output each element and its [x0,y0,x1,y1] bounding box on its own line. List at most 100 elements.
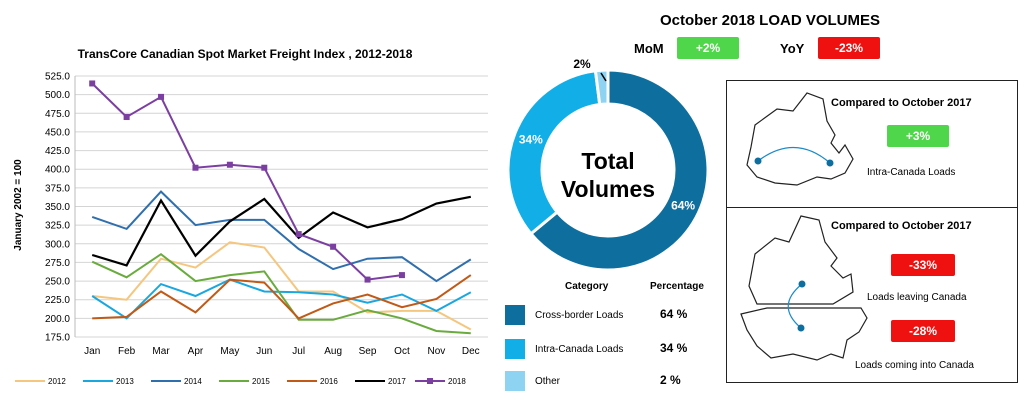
x-tick-label: Jan [84,346,100,357]
mom-badge: +2% [677,37,739,59]
data-point-2018 [192,164,199,171]
cross-border-panel: Compared to October 2017 -33% Loads leav… [726,207,1018,383]
yoy-badge: -23% [818,37,880,59]
x-tick-label: Apr [188,346,204,357]
cross-compare-title: Compared to October 2017 [831,220,972,232]
y-tick-label: 425.0 [45,146,70,157]
y-tick-label: 175.0 [45,333,70,344]
y-tick-label: 450.0 [45,127,70,138]
intra-canada-slice [506,69,602,236]
freight-index-line-chart: TransCore Canadian Spot Market Freight I… [13,47,488,386]
load-volumes-headline: October 2018 LOAD VOLUMES [659,12,881,29]
other-swatch [505,371,525,391]
legend-item-2017: 2017 [355,377,406,386]
legend-label: 2014 [184,377,202,386]
y-tick-label: 225.0 [45,295,70,306]
coming-into-canada-badge: -28% [891,320,955,342]
other-slice-leader [600,72,607,82]
y-tick-label: 300.0 [45,239,70,250]
slice-label: 2% [573,57,591,71]
legend-name: Cross-border Loads [535,310,624,321]
intra-compare-title: Compared to October 2017 [831,97,972,109]
total-volumes-donut: 64% 34% 2% Total Volumes [506,57,710,272]
x-tick-label: Mar [152,346,170,357]
series-line-2013 [91,278,472,320]
intra-canada-badge: +3% [887,125,949,147]
y-axis-label: January 2002 = 100 [13,159,24,251]
legend-label: 2018 [448,377,466,386]
legend-label: 2016 [320,377,338,386]
legend-row-other: Other 2 % [505,371,715,393]
intra-canada-swatch [505,339,525,359]
legend-item-2014: 2014 [151,377,202,386]
x-tick-label: Jun [256,346,272,357]
legend-item-2016: 2016 [287,377,338,386]
x-tick-label: May [220,346,239,357]
legend-item-2012: 2012 [15,377,66,386]
slice-label: 34% [519,132,543,146]
data-point-2018 [123,114,130,121]
cross-border-swatch [505,305,525,325]
legend-label: 2012 [48,377,66,386]
legend-pct: 2 % [660,373,681,387]
mom-label: MoM [634,41,664,56]
y-tick-label: 375.0 [45,183,70,194]
series-line-2012 [92,241,472,331]
series-line-2015 [91,252,471,335]
y-tick-label: 250.0 [45,277,70,288]
y-tick-label: 275.0 [45,258,70,269]
canada-map-icon [746,92,854,186]
series-line-2017 [91,195,472,267]
donut-center-line2: Volumes [561,176,655,202]
y-tick-label: 475.0 [45,109,70,120]
leaving-canada-badge: -33% [891,254,955,276]
intra-canada-caption: Intra-Canada Loads [867,167,956,178]
cross-border-slice [528,68,710,272]
x-tick-label: Sep [359,346,377,357]
data-point-2018 [261,164,268,171]
donut-center-line1: Total [581,148,634,174]
data-point-2018 [398,272,405,279]
x-tick-label: Oct [394,346,410,357]
legend-label: 2013 [116,377,134,386]
y-tick-label: 500.0 [45,90,70,101]
data-point-2018 [330,243,337,250]
legend-name: Intra-Canada Loads [535,344,624,355]
y-tick-label: 525.0 [45,72,70,83]
legend-item-2015: 2015 [219,377,270,386]
x-tick-label: Jul [292,346,305,357]
x-tick-label: Feb [118,346,136,357]
legend-label: 2017 [388,377,406,386]
data-point-2018 [364,276,371,283]
series-line-2014 [91,190,472,283]
y-tick-label: 200.0 [45,314,70,325]
x-tick-label: Dec [462,346,480,357]
legend-item-2018: 2018 [415,377,466,386]
legend-label: 2015 [252,377,270,386]
y-tick-label: 350.0 [45,202,70,213]
x-tick-label: Nov [427,346,445,357]
data-point-2018 [295,231,302,238]
coming-into-canada-caption: Loads coming into Canada [855,360,974,371]
x-tick-label: Aug [324,346,342,357]
data-point-2018 [89,80,96,87]
north-america-map-icon [740,215,868,361]
yoy-label: YoY [780,41,805,56]
category-header: Category [565,281,609,292]
legend-row-intra-canada: Intra-Canada Loads 34 % [505,339,715,361]
y-tick-label: 325.0 [45,221,70,232]
legend-pct: 34 % [660,341,688,355]
percentage-header: Percentage [650,281,704,292]
chart-title: TransCore Canadian Spot Market Freight I… [78,47,413,61]
legend-pct: 64 % [660,307,688,321]
legend-item-2013: 2013 [83,377,134,386]
data-point-2018 [158,93,165,100]
legend-marker [427,378,433,384]
y-tick-label: 400.0 [45,165,70,176]
legend-row-cross-border: Cross-border Loads 64 % [505,305,715,327]
legend-name: Other [535,376,561,387]
slice-label: 64% [671,198,695,212]
series-line-2018 [91,82,403,281]
series-line-2016 [92,274,472,320]
data-point-2018 [226,161,233,168]
